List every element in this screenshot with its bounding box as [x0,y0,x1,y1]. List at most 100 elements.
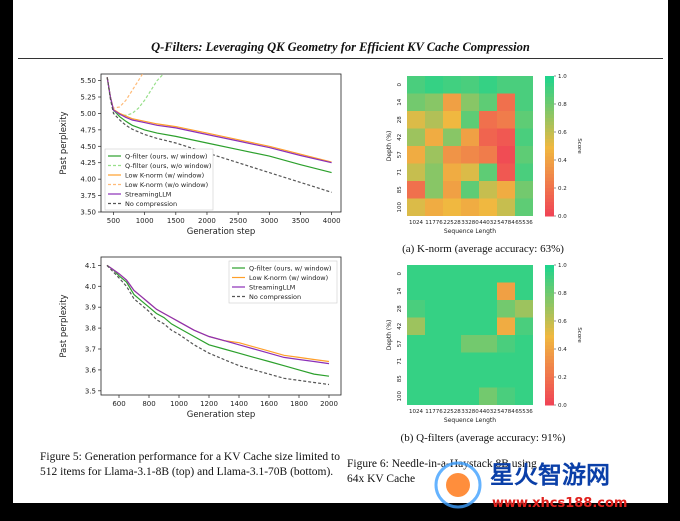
x-tick-label: 3000 [260,217,278,225]
y-tick-label: 4.25 [80,159,96,167]
x-tick-label: 1024 [409,220,423,226]
x-axis-label: Sequence Length [444,417,496,424]
perplexity-chart-top: 500 1000 1500 2000 2500 3000 3500 4000 3.50 3.75 4… [59,73,342,237]
colorbar-segment [545,111,554,115]
heatmap-cell [461,335,479,353]
y-tick-label: 14 [397,287,403,294]
heatmap-cell [407,163,425,181]
heatmap-cell [425,111,443,129]
colorbar-tick-label: 0.8 [558,102,567,108]
colorbar-segment [545,356,554,360]
subcaption-b: (b) Q-filters (average accuracy: 91%) [400,432,566,444]
heatmap-cell [479,93,497,111]
heatmap-cell [461,163,479,181]
y-tick-label: 3.5 [85,387,96,395]
y-tick-label: 5.50 [80,77,96,85]
paper-page: Q-Filters: Leveraging QK Geometry for Ef… [13,0,668,503]
legend-label: No compression [249,293,301,301]
heatmap-cell [461,282,479,300]
colorbar-tick-label: 0.2 [558,375,567,381]
watermark-logo: 星火智游网 www.xhcs188.com [432,455,680,516]
colorbar-segment [545,279,554,283]
heatmap-cell [479,352,497,370]
heatmap-cell [515,128,533,146]
colorbar-segment [545,275,554,280]
y-tick-label: 71 [397,169,403,176]
colorbar-segment [545,268,554,273]
heatmap-cell [425,335,443,353]
heatmap-cell [407,93,425,111]
heatmap-cell [425,93,443,111]
x-tick-label: 2000 [198,217,216,225]
y-tick-label: 0 [397,83,403,87]
series-line [106,264,330,377]
heatmap-cell [515,370,533,388]
colorbar-tick-label: 0.4 [558,158,567,164]
figure6-caption: Figure 6: Needle-in-a-Haystack 8B using … [347,458,537,485]
legend-label: No compression [125,200,177,208]
heatmap-cell [407,282,425,300]
heatmap-cell [515,352,533,370]
y-tick-label: 3.75 [80,192,96,200]
colorbar-segment [545,212,554,217]
heatmap-cell [515,300,533,318]
colorbar-segment [545,296,554,301]
heatmap-cell [425,198,443,216]
colorbar-segment [545,328,554,332]
x-tick-label: 22528 [443,220,461,226]
colorbar-tick-label: 1.0 [558,74,567,80]
colorbar-segment [545,114,554,119]
y-tick-label: 14 [397,98,403,105]
heatmap-cell [497,128,515,146]
x-tick-label: 1024 [409,409,423,415]
colorbar-tick-label: 0.2 [558,186,567,192]
x-tick-label: 1600 [260,400,278,408]
heatmap-cell [443,198,461,216]
heatmap-cell [497,317,515,335]
colorbar-segment [545,107,554,112]
heatmap-cell [407,111,425,129]
colorbar-segment [545,380,554,385]
series-line [106,264,330,386]
colorbar-segment [545,125,554,129]
heatmap-cell [425,352,443,370]
x-tick-label: 500 [107,217,120,225]
colorbar-segment [545,387,554,392]
colorbar-segment [545,331,554,336]
colorbar-segment [545,181,554,185]
heatmap-cell [479,317,497,335]
colorbar-segment [545,342,554,346]
colorbar-segment [545,366,554,371]
y-tick-label: 3.8 [85,325,96,333]
x-tick-label: 1000 [170,400,188,408]
colorbar-segment [545,289,554,294]
page-title: Q-Filters: Leveraging QK Geometry for Ef… [151,40,530,54]
heatmap-cell [443,76,461,94]
colorbar-segment [545,195,554,199]
colorbar-segment [545,160,554,164]
colorbar-segment [545,377,554,381]
colorbar-tick-label: 0.6 [558,130,567,136]
colorbar-segment [545,97,554,101]
heatmap-cell [497,163,515,181]
colorbar-segment [545,167,554,171]
x-tick-label: 33280 [461,409,479,415]
y-axis-label: Depth (%) [386,320,393,351]
colorbar-segment [545,349,554,353]
heatmap-cell [425,181,443,199]
colorbar-segment [545,118,554,122]
heatmap-cell [443,163,461,181]
heatmap-cell [425,282,443,300]
colorbar-tick-label: 0.4 [558,347,567,353]
heatmap-cell [407,181,425,199]
colorbar-segment [545,128,554,133]
heatmap-cell [515,181,533,199]
heatmap-cell [461,146,479,164]
y-tick-label: 3.6 [85,366,97,374]
heatmap-cell [479,265,497,283]
heatmap-cell [497,146,515,164]
colorbar-tick-label: 0.6 [558,319,567,325]
heatmap-cell [461,300,479,318]
title-divider [18,58,663,59]
heatmap-cell [461,370,479,388]
